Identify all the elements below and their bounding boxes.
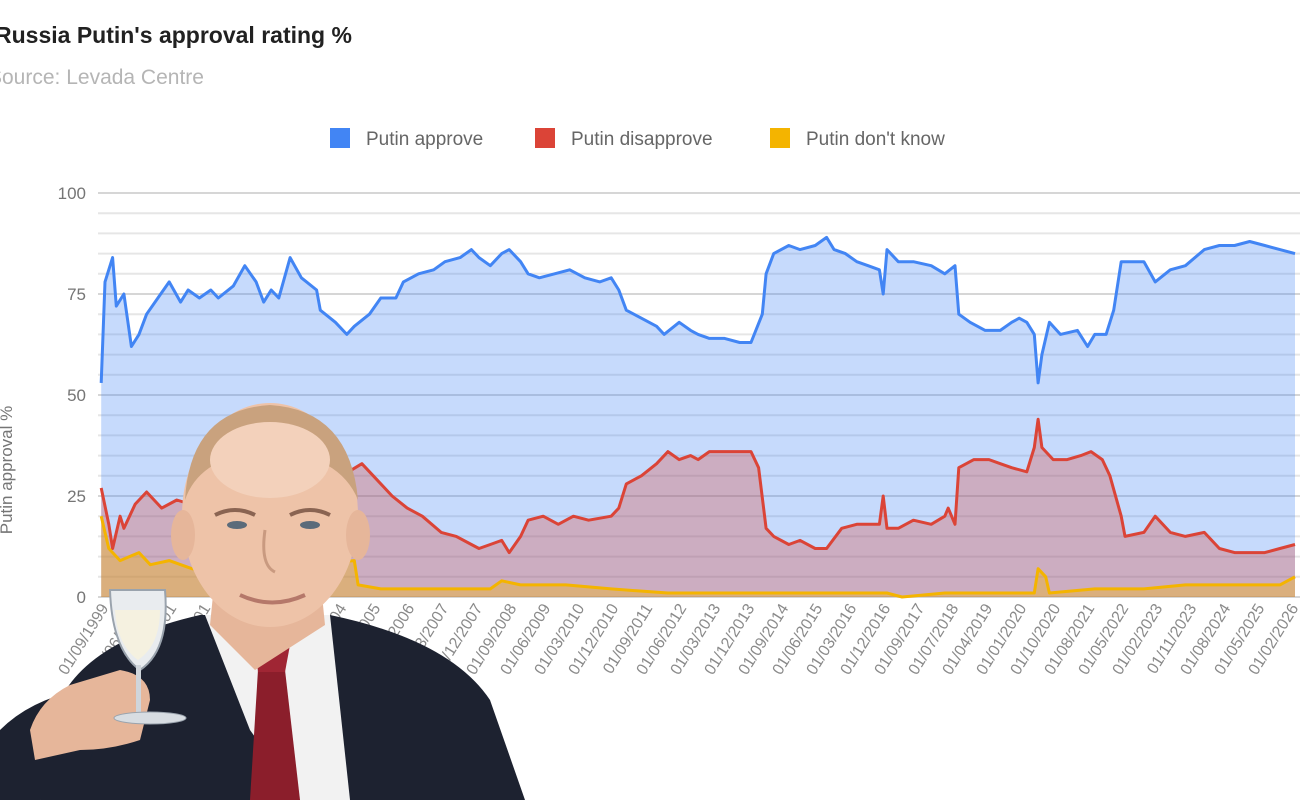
- series-line-2: [99, 515, 1296, 599]
- y-tick-label: 0: [77, 588, 86, 607]
- legend-swatch: [770, 128, 790, 148]
- series-lines: [99, 235, 1296, 599]
- chart-subtitle: Source: Levada Centre: [0, 66, 204, 89]
- legend-swatch: [535, 128, 555, 148]
- legend-label: Putin approve: [366, 129, 483, 150]
- series-line-0: [99, 235, 1296, 385]
- y-tick-label: 75: [67, 285, 86, 304]
- legend: Putin approve Putin disapprove Putin don't…: [330, 128, 945, 150]
- y-tick-label: 25: [67, 487, 86, 506]
- putin-photo: [0, 403, 525, 800]
- legend-label: Putin don't know: [806, 129, 945, 150]
- y-axis-ticks: 0 25 50 75 100: [58, 184, 86, 607]
- series-line-1: [99, 417, 1296, 555]
- series-area-0: [101, 237, 1296, 597]
- chart-title: Russia Putin's approval rating %: [0, 22, 352, 48]
- legend-swatch: [330, 128, 350, 148]
- y-tick-label: 50: [67, 386, 86, 405]
- y-axis-label: Putin approval %: [0, 406, 16, 535]
- legend-label: Putin disapprove: [571, 129, 713, 150]
- y-tick-label: 100: [58, 184, 86, 203]
